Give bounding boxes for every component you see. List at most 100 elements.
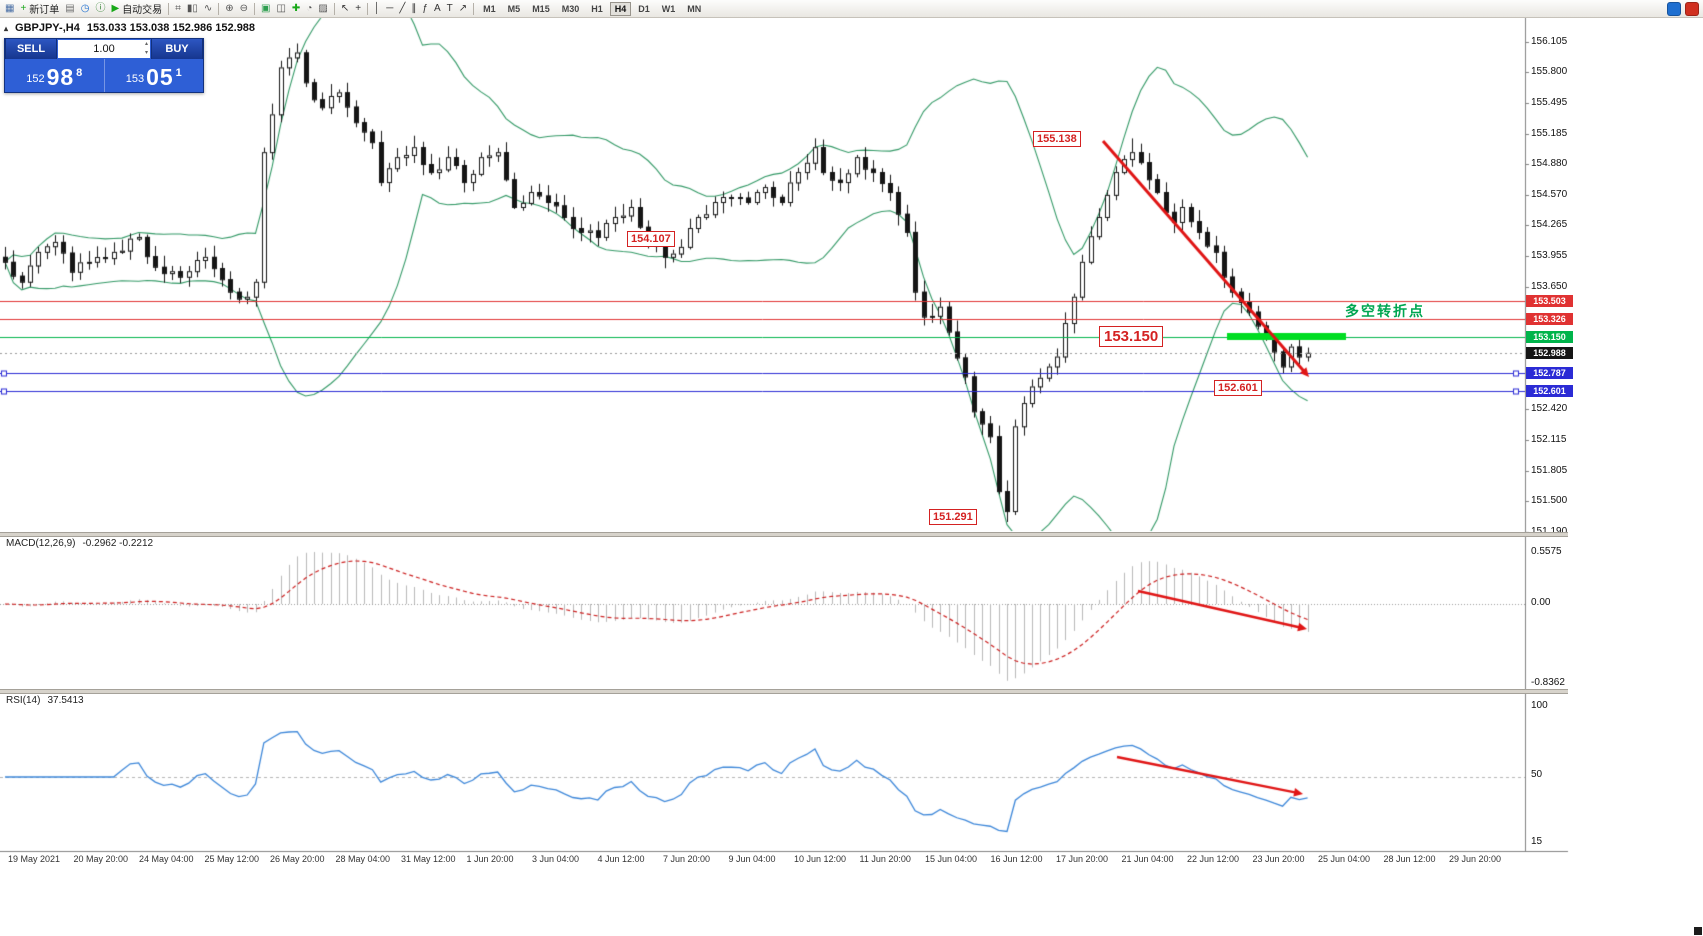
sell-button[interactable]: SELL (5, 39, 57, 59)
timeframe-h4[interactable]: H4 (609, 1, 632, 16)
candlestick-chart-icon[interactable]: ▮▯ (184, 1, 201, 16)
time-label: 9 Jun 04:00 (728, 854, 776, 864)
price-tag-152.988: 152.988 (1526, 346, 1573, 359)
trendline-icon[interactable]: ╱ (396, 1, 408, 16)
line-chart-icon[interactable]: ∿ (201, 1, 215, 16)
crosshair-icon[interactable]: + (352, 1, 364, 16)
text-icon[interactable]: A (431, 1, 444, 16)
zoom-in-icon-glyph: ⊕ (225, 3, 234, 14)
price-axis-label: 151.190 (1531, 526, 1567, 537)
price-callout-154.107[interactable]: 154.107 (627, 231, 675, 247)
vertical-line-icon[interactable]: │ (371, 1, 383, 16)
price-callout-153.150[interactable]: 153.150 (1099, 326, 1164, 347)
timeframe-m30[interactable]: M30 (561, 3, 580, 14)
buy-button[interactable]: BUY (151, 39, 203, 59)
toolbar-separator (218, 2, 220, 15)
price-callout-151.291[interactable]: 151.291 (929, 509, 977, 525)
tile-windows-icon-glyph: ▣ (261, 3, 271, 14)
macd-axis-zero: 0.00 (1531, 597, 1551, 608)
price-row: 152 98 8 153 05 1 (5, 59, 203, 92)
timeframe-m1[interactable]: M1 (483, 3, 496, 14)
scroll-corner (1694, 927, 1702, 935)
timeframe-mn[interactable]: MN (687, 3, 702, 14)
add-indicator-icon-glyph: ✚ (291, 3, 301, 14)
bar-chart-icon-glyph: ⌗ (175, 3, 181, 14)
community-icon[interactable] (1667, 1, 1681, 16)
arrows-tool-icon[interactable]: ↗ (456, 1, 470, 16)
timeframe-m5[interactable]: M5 (507, 3, 521, 14)
autotrading-button-label: 自动交易 (122, 5, 163, 16)
market-watch-icon-glyph: ◷ (80, 3, 90, 14)
channel-icon-glyph: ∥ (411, 3, 417, 14)
buy-price[interactable]: 153 05 1 (103, 59, 204, 92)
time-label: 10 Jun 12:00 (794, 854, 847, 864)
timeframe-d1[interactable]: D1 (638, 3, 650, 14)
time-label: 29 Jun 20:00 (1449, 854, 1502, 864)
text-label-icon[interactable]: T (444, 1, 456, 16)
cascade-windows-icon[interactable]: ◫ (273, 1, 288, 16)
toolbar-separator (333, 2, 335, 15)
timeframe-m15[interactable]: M15 (532, 3, 550, 14)
rsi-panel-splitter[interactable] (0, 689, 1568, 694)
data-window-icon[interactable]: ⓘ (92, 1, 108, 16)
chart-profiles-icon[interactable]: ▤ (62, 1, 77, 16)
add-indicator-icon[interactable]: ✚ (289, 1, 303, 16)
vertical-line-icon-glyph: │ (374, 3, 381, 14)
zoom-out-icon[interactable]: ⊖ (237, 1, 251, 16)
time-label: 15 Jun 04:00 (925, 854, 978, 864)
timeframe-h1[interactable]: H1 (591, 3, 603, 14)
cursor-icon[interactable]: ↖ (338, 1, 352, 16)
new-order-button-label: 新订单 (29, 5, 60, 16)
sell-price-big: 98 (46, 64, 75, 90)
chart-profiles-icon-glyph: ▤ (65, 3, 75, 14)
rsi-axis-mid: 50 (1531, 769, 1543, 780)
volume-value: 1.00 (93, 43, 115, 55)
ohlc-quotes: 153.033 153.038 152.986 152.988 (86, 22, 256, 34)
price-axis-label: 153.955 (1531, 250, 1568, 262)
price-axis-label: 151.500 (1531, 495, 1568, 507)
periods-icon[interactable]: ◔ (303, 1, 315, 16)
bar-chart-icon[interactable]: ⌗ (172, 1, 184, 16)
price-callout-152.601[interactable]: 152.601 (1214, 380, 1262, 396)
macd-panel-splitter[interactable] (0, 532, 1568, 537)
price-axis-label: 156.105 (1531, 36, 1568, 47)
crosshair-icon-glyph: + (355, 3, 362, 14)
rsi-name: RSI(14) (6, 695, 41, 706)
volume-spinner[interactable]: ▴ ▾ (144, 41, 148, 56)
new-order-button[interactable]: + 新订单 (17, 1, 62, 16)
volume-input[interactable]: 1.00 ▴ ▾ (58, 40, 150, 58)
macd-axis-max: 0.5575 (1531, 546, 1562, 557)
new-order-button-glyph: + (20, 3, 27, 14)
time-label: 4 Jun 12:00 (597, 854, 645, 864)
time-label: 22 Jun 12:00 (1187, 854, 1240, 864)
toolbar-separator (367, 2, 369, 15)
new-chart-icon[interactable]: ▦ (2, 1, 17, 16)
time-label: 1 Jun 20:00 (466, 854, 514, 864)
templates-icon[interactable]: ▨ (315, 1, 330, 16)
news-icon[interactable] (1685, 1, 1699, 16)
horizontal-line-icon[interactable]: ─ (383, 1, 396, 16)
chart-title: ▴ GBPJPY-,H4 153.033 153.038 152.986 152… (4, 22, 255, 34)
tile-windows-icon[interactable]: ▣ (258, 1, 273, 16)
price-axis-label: 155.800 (1531, 66, 1568, 78)
macd-name: MACD(12,26,9) (6, 538, 76, 549)
price-axis-label: 153.650 (1531, 280, 1568, 292)
channel-icon[interactable]: ∥ (408, 1, 419, 16)
time-label: 28 Jun 12:00 (1383, 854, 1436, 864)
cascade-windows-icon-glyph: ◫ (276, 3, 286, 14)
price-callout-155.138[interactable]: 155.138 (1033, 131, 1081, 147)
price-tag-152.787: 152.787 (1526, 366, 1573, 379)
price-axis-label: 152.420 (1531, 403, 1568, 415)
autotrading-button[interactable]: ▶ 自动交易 (108, 1, 165, 16)
fibonacci-icon[interactable]: ƒ (419, 1, 431, 16)
one-click-toggle[interactable]: ▴ (4, 23, 9, 33)
market-watch-icon[interactable]: ◷ (78, 1, 93, 16)
timeframe-w1[interactable]: W1 (661, 3, 676, 14)
zoom-in-icon[interactable]: ⊕ (222, 1, 236, 16)
toolbar-separator (254, 2, 256, 15)
sell-price[interactable]: 152 98 8 (5, 59, 104, 92)
pivot-note[interactable]: 多空转折点 (1345, 303, 1425, 319)
rsi-value: 37.5413 (47, 695, 84, 706)
time-label: 21 Jun 04:00 (1121, 854, 1174, 864)
